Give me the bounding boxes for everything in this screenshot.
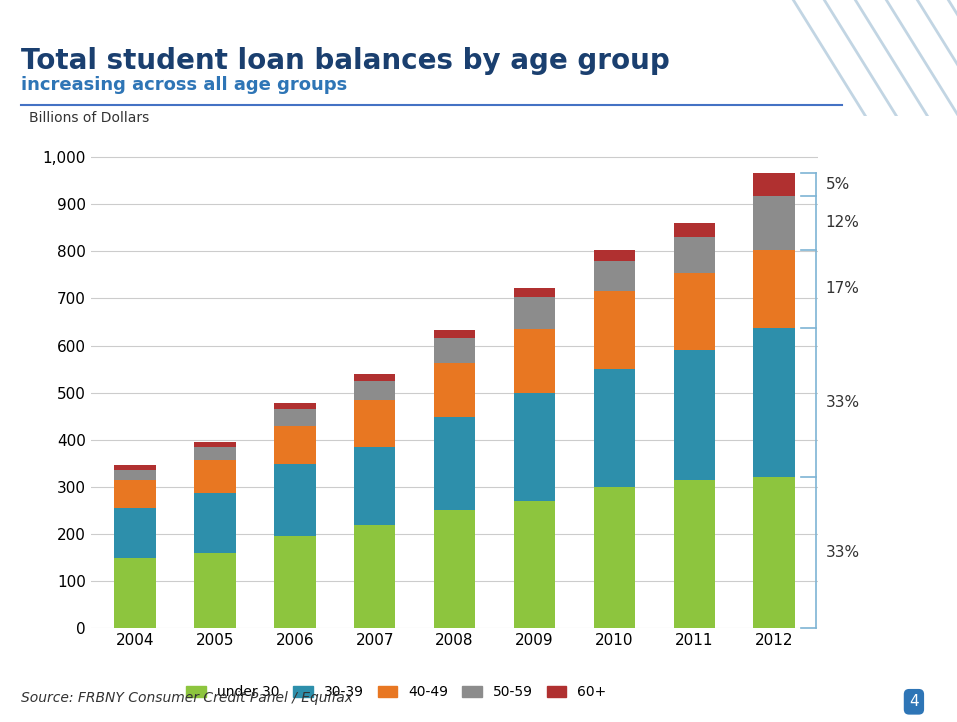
Text: 33%: 33% (826, 395, 859, 410)
Bar (274, 536, 316, 628)
Bar (593, 251, 635, 261)
Bar (434, 363, 476, 417)
Bar (354, 524, 395, 628)
Bar (114, 480, 156, 508)
Bar (114, 508, 156, 558)
Bar (354, 447, 395, 524)
Bar (753, 477, 795, 628)
Bar (674, 350, 715, 479)
Text: 12%: 12% (826, 215, 859, 230)
Text: 33%: 33% (826, 545, 859, 560)
Bar (514, 329, 555, 393)
Text: Total student loan balances by age group: Total student loan balances by age group (21, 47, 670, 75)
Bar (194, 553, 235, 628)
Bar (194, 442, 235, 447)
Bar (434, 330, 476, 339)
Bar (114, 465, 156, 470)
Bar (194, 461, 235, 493)
Bar (674, 238, 715, 272)
Text: 4: 4 (909, 695, 919, 709)
Bar (593, 369, 635, 487)
Bar (514, 393, 555, 501)
Text: 5%: 5% (826, 177, 850, 192)
Bar (514, 288, 555, 297)
Bar (753, 196, 795, 250)
Bar (674, 479, 715, 628)
Bar (194, 447, 235, 461)
Bar (274, 409, 316, 425)
Bar (274, 403, 316, 409)
Bar (354, 400, 395, 447)
Bar (753, 328, 795, 477)
Bar (674, 223, 715, 238)
Bar (354, 381, 395, 400)
Bar (354, 374, 395, 381)
Bar (593, 292, 635, 369)
Bar (514, 297, 555, 329)
Bar (194, 493, 235, 553)
Bar (753, 250, 795, 328)
Bar (434, 339, 476, 363)
Bar (434, 417, 476, 510)
Legend: under 30, 30-39, 40-49, 50-59, 60+: under 30, 30-39, 40-49, 50-59, 60+ (181, 679, 612, 705)
Bar (593, 487, 635, 628)
Text: increasing across all age groups: increasing across all age groups (21, 76, 347, 94)
Bar (593, 261, 635, 292)
Bar (674, 272, 715, 350)
Bar (114, 558, 156, 628)
Bar (434, 510, 476, 628)
Bar (114, 470, 156, 480)
Bar (514, 501, 555, 628)
Bar (274, 425, 316, 464)
Bar (753, 173, 795, 196)
Text: 17%: 17% (826, 282, 859, 296)
Bar (274, 464, 316, 536)
Text: Billions of Dollars: Billions of Dollars (29, 111, 149, 126)
Text: Source: FRBNY Consumer Credit Panel / Equifax: Source: FRBNY Consumer Credit Panel / Eq… (21, 691, 353, 705)
